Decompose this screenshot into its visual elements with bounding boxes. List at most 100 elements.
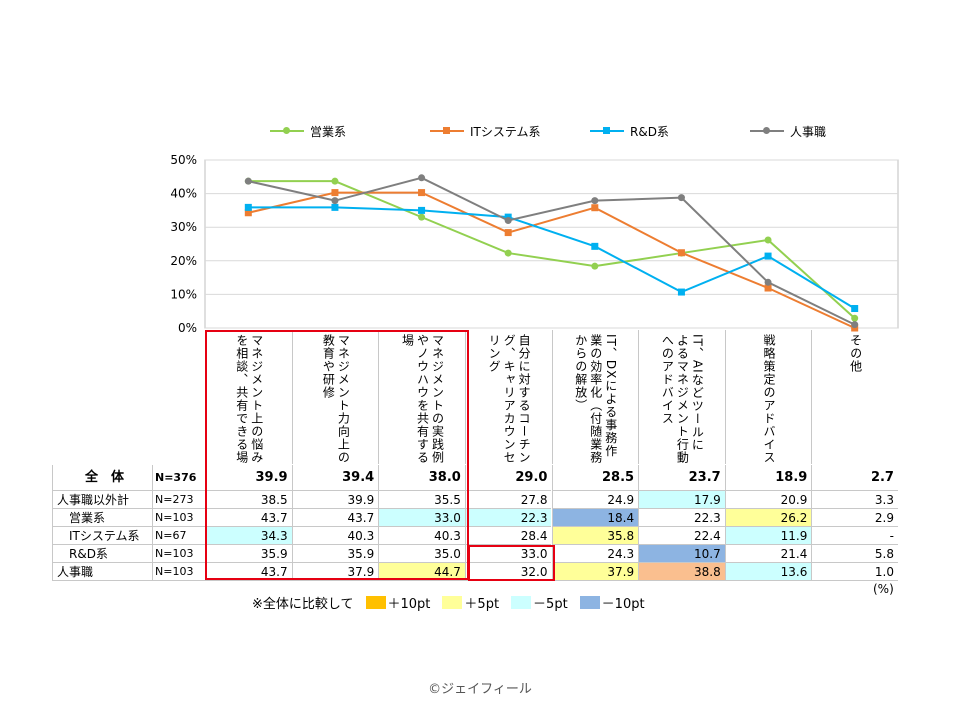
table-cell: 24.3 — [551, 545, 639, 563]
table-row: 全 体 N=376 39.9 39.4 38.0 29.0 28.5 23.7 18.9 2.7 — [52, 465, 898, 491]
category-label: IT、DXによる事務作業の効率化（付随業務からの解放） — [573, 334, 618, 464]
y-tick-label: 30% — [170, 220, 197, 234]
table-cell: 18.4 — [551, 509, 639, 527]
legend-swatch — [750, 125, 784, 137]
data-point — [504, 216, 512, 224]
data-point — [418, 206, 426, 214]
table-row: 営業系 N=103 43.7 43.7 33.0 22.3 18.4 22.3 26.2 2.9 — [52, 509, 898, 527]
table-cell: 5.8 — [811, 545, 898, 563]
data-point — [418, 189, 426, 197]
y-tick-label: 40% — [170, 187, 197, 201]
table-cell: 40.3 — [291, 527, 379, 545]
series-line-1 — [248, 191, 856, 329]
scale-label-plus5: ＋5pt — [464, 596, 500, 612]
scale-label-plus10: ＋10pt — [387, 596, 431, 612]
table-cell: 17.9 — [638, 491, 725, 509]
data-point — [764, 252, 772, 260]
table-cell: 43.7 — [205, 509, 292, 527]
table-cell: 28.4 — [464, 527, 552, 545]
table-cell: 29.0 — [464, 465, 552, 491]
table-cell: 27.8 — [464, 491, 552, 509]
legend-swatch — [270, 125, 304, 137]
data-point — [591, 204, 599, 212]
data-point — [591, 197, 599, 205]
category-label: マネジメント上の悩みを相談、共有できる場 — [234, 334, 264, 464]
table-cell: 2.7 — [811, 465, 898, 491]
line-chart: 0% 10% 20% 30% 40% 50% — [170, 153, 899, 335]
row-label: 全 体 — [52, 465, 152, 491]
data-point — [764, 284, 772, 292]
data-point — [244, 203, 252, 211]
table-row: ITシステム系 N=67 34.3 40.3 40.3 28.4 35.8 22.4 11.9- — [52, 527, 898, 545]
data-point — [764, 278, 772, 286]
table-cell: 40.3 — [378, 527, 465, 545]
category-cell: 戦略策定のアドバイス — [724, 330, 812, 464]
data-point — [677, 249, 685, 257]
table-cell: 35.8 — [551, 527, 639, 545]
category-cell: 自分に対するコーチング、キャリアカウンセリング — [464, 330, 552, 464]
color-scale-note: ※全体に比較して ＋10pt ＋5pt －5pt －10pt — [252, 593, 645, 612]
series-line-0 — [248, 180, 856, 319]
scale-note-prefix: ※全体に比較して — [252, 596, 354, 612]
table-cell: 38.0 — [378, 465, 465, 491]
table-cell: 28.5 — [551, 465, 639, 491]
legend-item: ITシステム系 — [430, 120, 541, 142]
data-point — [851, 314, 859, 322]
y-tick-label: 0% — [178, 321, 197, 335]
table-cell: 43.7 — [291, 509, 379, 527]
swatch-plus5 — [442, 595, 463, 609]
table-cell: 13.6 — [724, 563, 812, 581]
row-n: N=67 — [152, 527, 205, 545]
category-cell: マネジメントの実践例やノウハウを共有する場 — [378, 330, 465, 464]
table-cell: 44.7 — [378, 563, 465, 581]
table-cell: 22.3 — [638, 509, 725, 527]
row-n: N=103 — [152, 545, 205, 563]
row-label: ITシステム系 — [52, 527, 152, 545]
table-cell: 37.9 — [291, 563, 379, 581]
legend-label: ITシステム系 — [470, 124, 541, 139]
table-cell: 37.9 — [551, 563, 639, 581]
data-point — [764, 236, 772, 244]
table-cell: 39.9 — [205, 465, 292, 491]
row-label: 人事職以外計 — [52, 491, 152, 509]
table-cell: 38.5 — [205, 491, 292, 509]
y-tick-label: 50% — [170, 153, 197, 167]
data-point — [331, 197, 339, 205]
category-cell: IT、AIなどツールによるマネジメント行動へのアドバイス — [638, 330, 725, 464]
swatch-plus10 — [365, 595, 386, 609]
copyright: ©ジェイフィール — [428, 682, 532, 697]
table-row: R&D系 N=103 35.9 35.9 35.0 33.0 24.3 10.7 21.4 5.8 — [52, 545, 898, 563]
row-n: N=273 — [152, 491, 205, 509]
category-label: IT、AIなどツールによるマネジメント行動へのアドバイス — [660, 334, 705, 464]
legend-label: 人事職 — [790, 124, 827, 139]
category-cell: マネジメント力向上の教育や研修 — [291, 330, 379, 464]
data-point — [677, 288, 685, 296]
table-cell: 2.9 — [811, 509, 898, 527]
category-cell: マネジメント上の悩みを相談、共有できる場 — [205, 330, 292, 464]
data-point — [504, 249, 512, 257]
category-label: 自分に対するコーチング、キャリアカウンセリング — [487, 334, 532, 464]
table-cell: 33.0 — [464, 545, 552, 563]
table-cell: 39.9 — [291, 491, 379, 509]
row-n: N=103 — [152, 563, 205, 581]
data-point — [331, 203, 339, 211]
row-label: 人事職 — [52, 563, 152, 581]
row-n: N=103 — [152, 509, 205, 527]
table-cell: - — [811, 527, 898, 545]
unit-label: (%) — [873, 582, 894, 596]
table-cell: 35.9 — [291, 545, 379, 563]
table-cell: 39.4 — [291, 465, 379, 491]
data-point — [591, 242, 599, 250]
legend-swatch — [590, 125, 624, 137]
data-point — [244, 209, 252, 217]
chart-legend: 営業系 ITシステム系 R&D系 人事職 — [270, 120, 870, 142]
series-line-2 — [248, 206, 856, 310]
table-cell: 18.9 — [724, 465, 812, 491]
data-point — [591, 262, 599, 270]
swatch-minus10 — [579, 595, 600, 609]
series-line-3 — [248, 176, 856, 326]
category-label: 戦略策定のアドバイス — [762, 334, 777, 464]
data-point — [504, 229, 512, 237]
table-cell: 35.9 — [205, 545, 292, 563]
data-point — [331, 189, 339, 197]
